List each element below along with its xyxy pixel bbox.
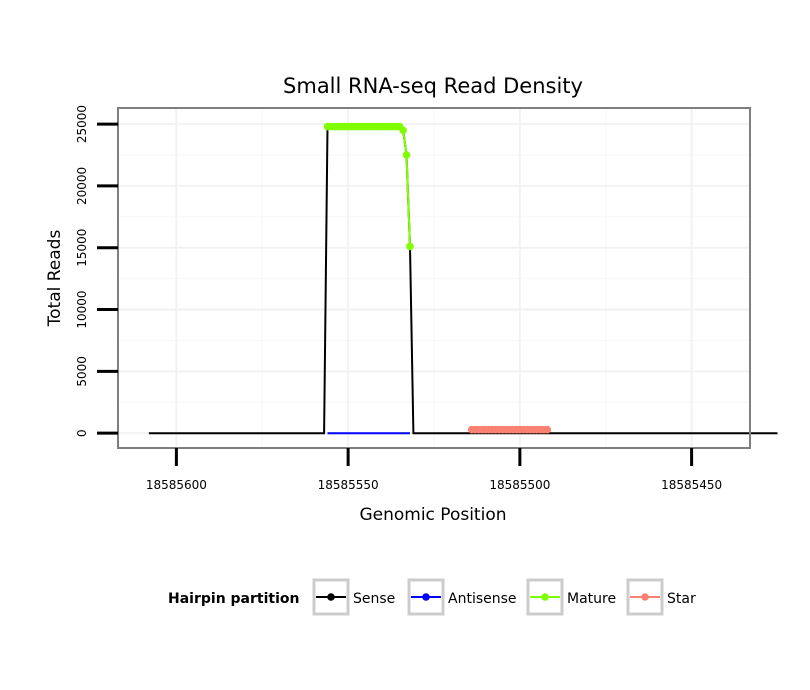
chart-title: Small RNA-seq Read Density bbox=[283, 74, 583, 98]
legend-label-mature: Mature bbox=[567, 591, 616, 607]
x-axis-label: Genomic Position bbox=[359, 505, 506, 525]
legend-key-point-antisense bbox=[422, 593, 430, 601]
y-tick-label-5: 25000 bbox=[75, 105, 89, 143]
y-tick-label-4: 20000 bbox=[75, 167, 89, 205]
legend-key-point-star bbox=[641, 593, 649, 601]
y-tick-label-1: 5000 bbox=[75, 356, 89, 387]
legend-key-point-mature bbox=[541, 593, 549, 601]
x-tick-label-0: 18585600 bbox=[146, 478, 207, 492]
plot-border bbox=[117, 107, 751, 449]
point-mature-24 bbox=[406, 242, 414, 251]
legend-label-sense: Sense bbox=[353, 591, 395, 607]
point-mature-22 bbox=[399, 126, 407, 135]
legend: Hairpin partition Sense Antisense Mature St… bbox=[168, 578, 696, 616]
y-tick-label-2: 10000 bbox=[75, 290, 89, 328]
y-axis-label: Total Reads bbox=[45, 230, 65, 328]
legend-label-antisense: Antisense bbox=[448, 591, 517, 607]
legend-label-star: Star bbox=[667, 591, 696, 607]
y-tick-label-3: 15000 bbox=[75, 229, 89, 267]
grid-minor bbox=[118, 108, 750, 448]
x-tick-label-3: 18585450 bbox=[661, 478, 722, 492]
series-layer bbox=[148, 122, 778, 435]
y-tick-label-0: 0 bbox=[75, 429, 89, 437]
legend-key-point-sense bbox=[327, 593, 335, 601]
point-star-22 bbox=[543, 425, 552, 434]
legend-title: Hairpin partition bbox=[168, 591, 299, 607]
point-mature-23 bbox=[402, 151, 411, 159]
y-axis: 0 5000 10000 15000 20000 25000 bbox=[75, 105, 118, 437]
x-tick-label-2: 18585500 bbox=[489, 478, 550, 492]
grid-major bbox=[118, 108, 750, 448]
x-tick-label-1: 18585550 bbox=[318, 478, 379, 492]
x-axis: 18585600 18585550 18585500 18585450 bbox=[146, 448, 722, 492]
